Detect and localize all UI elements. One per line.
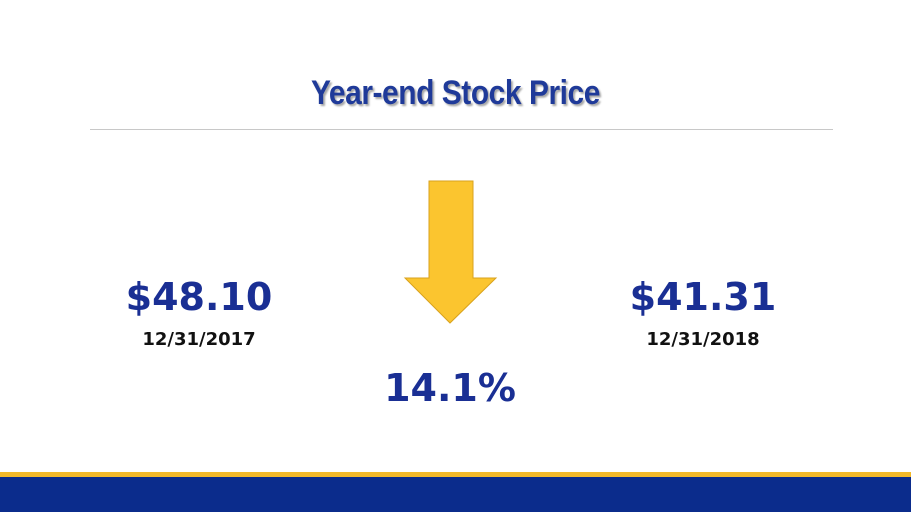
down-arrow (403, 180, 498, 324)
left-price: $48.10 (125, 275, 273, 319)
percent-change: 14.1% (384, 366, 516, 410)
slide-title: Year-end Stock Price (311, 74, 600, 112)
right-price: $41.31 (629, 275, 777, 319)
left-date: 12/31/2017 (142, 329, 256, 350)
footer-stripe (0, 472, 911, 477)
footer-band (0, 477, 911, 512)
divider (90, 129, 833, 130)
right-date: 12/31/2018 (646, 329, 760, 350)
